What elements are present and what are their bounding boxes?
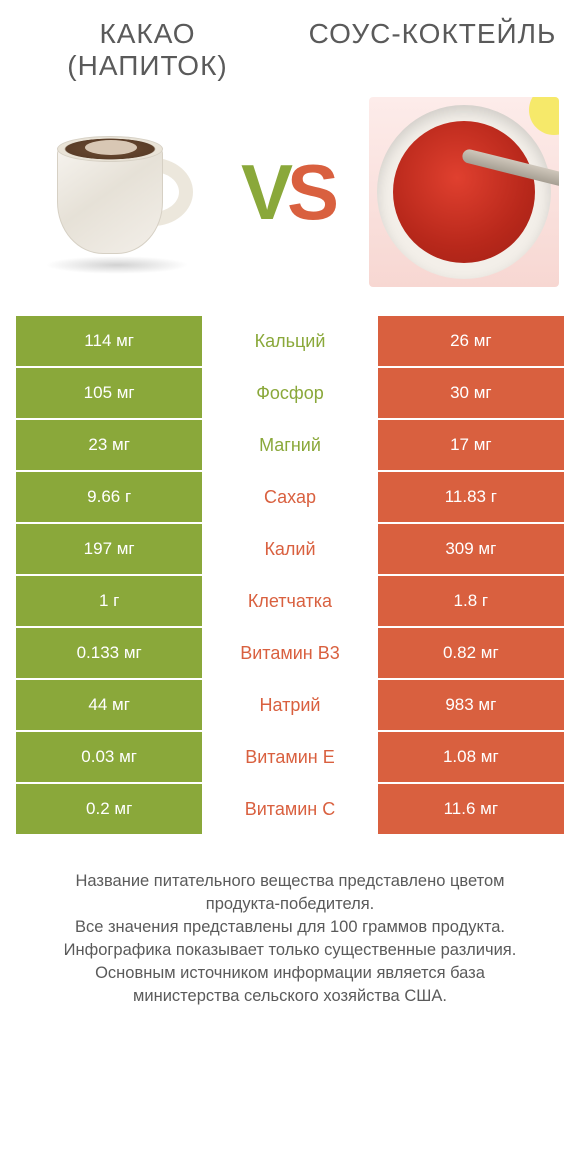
value-right: 26 мг [378,316,564,366]
title-row: КАКАО (НАПИТОК) СОУС-КОКТЕЙЛЬ [16,18,564,82]
product-image-left [16,92,216,292]
value-right: 11.83 г [378,472,564,522]
nutrient-label: Витамин C [202,784,377,834]
table-row: 105 мгФосфор30 мг [16,368,564,420]
value-right: 17 мг [378,420,564,470]
title-left: КАКАО (НАПИТОК) [16,18,279,82]
footer-line: Все значения представлены для 100 граммо… [40,916,540,939]
infographic-root: КАКАО (НАПИТОК) СОУС-КОКТЕЙЛЬ V S [0,0,580,1009]
nutrient-label: Магний [202,420,377,470]
vs-v: V [241,153,293,231]
table-row: 0.133 мгВитамин B30.82 мг [16,628,564,680]
value-left: 44 мг [16,680,202,730]
value-right: 1.08 мг [378,732,564,782]
table-row: 0.2 мгВитамин C11.6 мг [16,784,564,836]
table-row: 197 мгКалий309 мг [16,524,564,576]
vs-label: V S [241,153,339,231]
value-left: 23 мг [16,420,202,470]
nutrient-label: Витамин E [202,732,377,782]
footer-line: Основным источником информации является … [40,962,540,1008]
sauce-bowl-icon [369,97,559,287]
nutrient-label: Калий [202,524,377,574]
table-row: 9.66 гСахар11.83 г [16,472,564,524]
nutrient-label: Натрий [202,680,377,730]
value-right: 11.6 мг [378,784,564,834]
value-left: 105 мг [16,368,202,418]
value-right: 309 мг [378,524,564,574]
nutrient-label: Кальций [202,316,377,366]
cocoa-mug-icon [41,112,191,272]
value-left: 0.2 мг [16,784,202,834]
vs-s: S [287,153,339,231]
table-row: 0.03 мгВитамин E1.08 мг [16,732,564,784]
value-left: 1 г [16,576,202,626]
table-row: 44 мгНатрий983 мг [16,680,564,732]
value-left: 197 мг [16,524,202,574]
value-right: 1.8 г [378,576,564,626]
nutrient-label: Витамин B3 [202,628,377,678]
table-row: 23 мгМагний17 мг [16,420,564,472]
title-right: СОУС-КОКТЕЙЛЬ [301,18,564,82]
value-left: 9.66 г [16,472,202,522]
table-row: 1 гКлетчатка1.8 г [16,576,564,628]
value-right: 30 мг [378,368,564,418]
nutrient-label: Фосфор [202,368,377,418]
comparison-table: 114 мгКальций26 мг105 мгФосфор30 мг23 мг… [16,316,564,836]
value-left: 0.03 мг [16,732,202,782]
value-right: 983 мг [378,680,564,730]
value-left: 0.133 мг [16,628,202,678]
image-row: V S [16,92,564,292]
table-row: 114 мгКальций26 мг [16,316,564,368]
value-left: 114 мг [16,316,202,366]
footer-line: Инфографика показывает только существенн… [40,939,540,962]
nutrient-label: Сахар [202,472,377,522]
product-image-right [364,92,564,292]
value-right: 0.82 мг [378,628,564,678]
footer-line: Название питательного вещества представл… [40,870,540,916]
nutrient-label: Клетчатка [202,576,377,626]
footer-notes: Название питательного вещества представл… [16,870,564,1009]
